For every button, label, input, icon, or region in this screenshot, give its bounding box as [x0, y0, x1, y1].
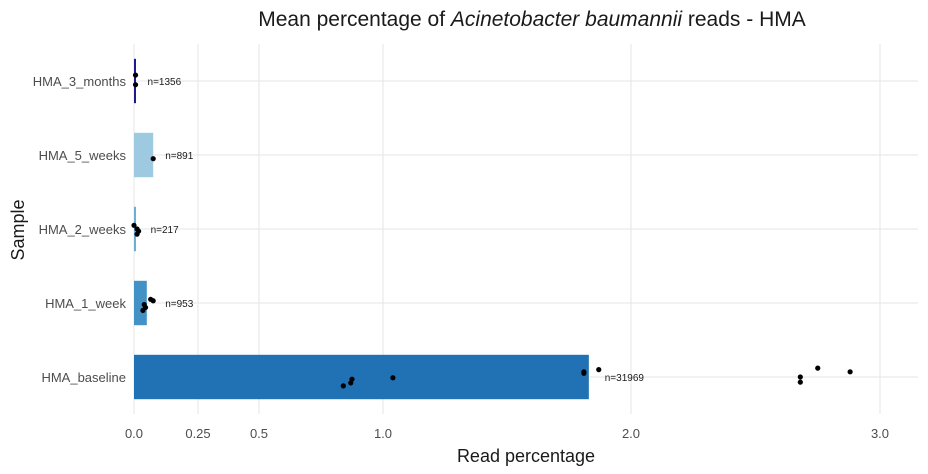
- x-tick-label-1: 0.25: [185, 426, 210, 441]
- x-tick-label-2: 0.5: [250, 426, 268, 441]
- y-tick-label-4: HMA_baseline: [41, 370, 126, 385]
- n-label-2: n=217: [151, 225, 180, 236]
- n-label-1: n=891: [165, 151, 194, 162]
- y-tick-labels: HMA_3_months HMA_5_weeks HMA_2_weeks HMA_1_…: [33, 74, 127, 385]
- data-point-4-3: [390, 375, 396, 381]
- chart-title-suffix: reads - HMA: [682, 8, 806, 31]
- data-point-3-1: [150, 298, 156, 304]
- chart-title-italic: Acinetobacter baumannii: [449, 8, 683, 31]
- data-point-3-4: [140, 307, 146, 313]
- y-tick-label-3: HMA_1_week: [45, 296, 126, 311]
- data-point-4-8: [797, 379, 803, 385]
- data-point-2-3: [134, 231, 140, 237]
- y-axis-title: Sample: [8, 199, 28, 260]
- n-labels: n=1356 n=891 n=217 n=953 n=31969: [148, 77, 645, 384]
- x-tick-label-5: 3.0: [871, 426, 889, 441]
- data-point-2-0: [131, 222, 137, 228]
- data-point-0-0: [132, 72, 139, 78]
- data-point-4-5: [581, 370, 587, 376]
- bar-hma-3-months: [134, 58, 136, 104]
- n-label-4: n=31969: [605, 373, 645, 384]
- x-axis-title: Read percentage: [457, 446, 595, 466]
- x-tick-label-0: 0.0: [125, 426, 143, 441]
- data-point-1-0: [150, 156, 156, 162]
- bar-hma-1-week: [134, 280, 147, 326]
- chart-title-prefix: Mean percentage of: [258, 8, 451, 31]
- data-points: [131, 72, 853, 389]
- data-point-0-1: [132, 82, 139, 88]
- data-point-4-9: [815, 365, 821, 371]
- n-label-3: n=953: [165, 299, 194, 310]
- data-point-4-6: [596, 367, 602, 373]
- data-point-4-2: [349, 376, 355, 382]
- x-tick-labels: 0.0 0.25 0.5 1.0 2.0 3.0: [125, 426, 889, 441]
- x-tick-label-4: 2.0: [622, 426, 640, 441]
- y-tick-label-2: HMA_2_weeks: [39, 222, 127, 237]
- y-tick-label-0: HMA_3_months: [33, 74, 127, 89]
- data-point-4-10: [847, 369, 853, 375]
- y-tick-label-1: HMA_5_weeks: [39, 148, 127, 163]
- chart-title: Mean percentage of Acinetobacter baumann…: [258, 8, 806, 31]
- bar-hma-baseline: [134, 354, 589, 400]
- data-point-4-7: [797, 374, 803, 380]
- bar-hma-5-weeks: [134, 132, 154, 178]
- data-point-4-0: [340, 383, 346, 389]
- n-label-0: n=1356: [148, 77, 182, 88]
- x-tick-label-3: 1.0: [374, 426, 392, 441]
- bars: [134, 58, 589, 400]
